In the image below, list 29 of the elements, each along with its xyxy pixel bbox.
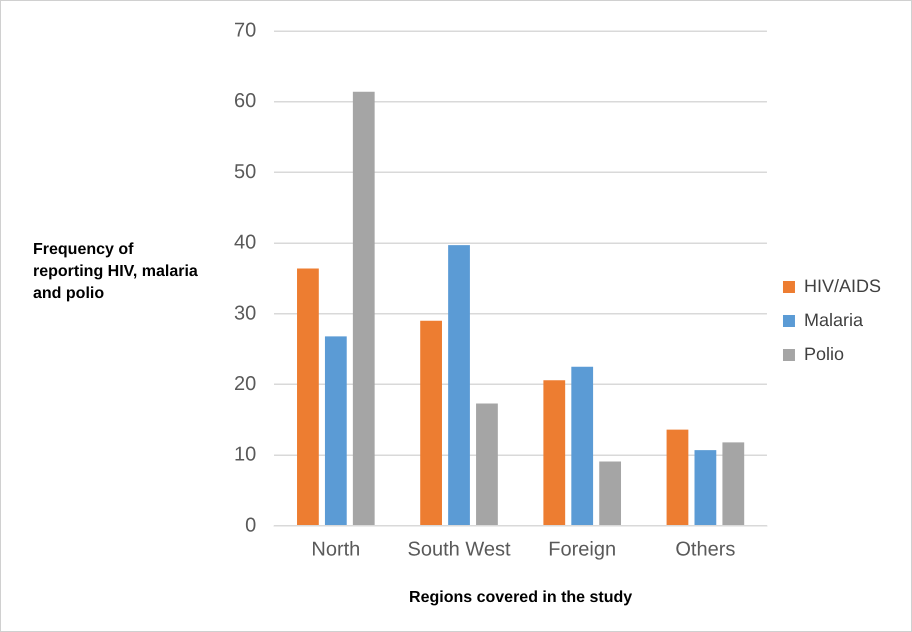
x-tick-label: Others [675,538,736,560]
bar [352,92,375,526]
y-tick-label: 0 [245,514,256,536]
y-tick-label: 10 [234,444,256,466]
y-tick-label: 60 [234,90,256,112]
bar [599,461,622,526]
x-tick-label: Foreign [548,538,616,560]
bar [420,320,442,526]
bar [324,336,347,526]
bar [543,380,566,526]
y-tick-label: 20 [234,372,256,395]
legend-label: Malaria [804,310,864,330]
y-tick-label: 70 [234,20,256,42]
bar [448,245,470,526]
bar [694,450,716,526]
bar [571,366,594,526]
legend-label: Polio [804,344,844,364]
x-tick-label: South West [408,538,511,560]
bar [722,442,744,526]
y-tick-label: 40 [234,232,256,254]
y-axis-title: Frequency of reporting HIV, malaria and polio [33,240,199,304]
bar [476,404,498,526]
bar [297,268,319,526]
y-tick-label: 30 [234,302,256,324]
x-tick-label: North [311,538,360,560]
legend-label: HIV/AIDS [804,276,882,296]
x-axis-title: Regions covered in the study [409,588,632,606]
bar [666,430,688,526]
y-tick-label: 50 [234,160,256,183]
